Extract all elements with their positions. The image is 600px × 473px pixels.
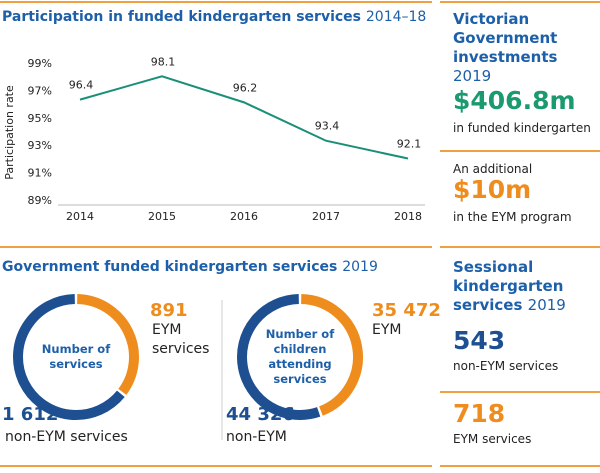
intro: An additional xyxy=(453,162,533,176)
extra-amount: $10m xyxy=(453,175,532,204)
non-eym-label: non-EYM services xyxy=(453,359,559,373)
data-label: 98.1 xyxy=(151,55,176,68)
value-label: 44 326 xyxy=(226,404,295,425)
eym-label: EYM services xyxy=(453,432,532,446)
segment-label: non-EYM xyxy=(226,429,287,445)
y-tick-label: 95% xyxy=(28,112,52,125)
x-tick-label: 2017 xyxy=(312,210,340,223)
y-tick-label: 91% xyxy=(28,167,52,180)
amount-note: in funded kindergarten xyxy=(453,121,591,135)
extra-note: in the EYM program xyxy=(453,210,572,224)
data-label: 93.4 xyxy=(315,120,340,133)
y-tick-label: 93% xyxy=(28,139,52,152)
eym-count: 718 xyxy=(453,399,506,428)
investments-title: Victorian Government investments 2019 xyxy=(453,10,558,85)
donut-segment xyxy=(13,294,125,420)
sessional-title: Sessional kindergarten services 2019 xyxy=(453,258,566,314)
y-axis-label: Participation rate xyxy=(3,85,16,180)
x-tick-label: 2014 xyxy=(66,210,94,223)
section-title: Government funded kindergarten services … xyxy=(2,259,378,275)
x-tick-label: 2015 xyxy=(148,210,176,223)
y-tick-label: 89% xyxy=(28,194,52,207)
y-tick-label: 99% xyxy=(28,57,52,70)
segment-label: EYM services xyxy=(152,322,210,357)
amount: $406.8m xyxy=(453,86,576,115)
value-label: 891 xyxy=(150,300,188,321)
data-label: 96.4 xyxy=(69,79,94,92)
segment-label: EYM xyxy=(372,322,402,338)
line xyxy=(79,75,409,160)
donut-segment xyxy=(76,294,139,395)
center-label: Number of services xyxy=(41,342,111,371)
data-label: 92.1 xyxy=(397,138,422,151)
center-label: Number of children attending services xyxy=(265,327,335,386)
value-label: 35 472 xyxy=(372,300,441,321)
x-tick-label: 2018 xyxy=(394,210,422,223)
chart-title: Participation in funded kindergarten ser… xyxy=(2,9,427,25)
donut-segment xyxy=(237,294,321,420)
donut-segment xyxy=(300,294,363,416)
x-tick-label: 2016 xyxy=(230,210,258,223)
y-tick-label: 97% xyxy=(28,84,52,97)
segment-label: non-EYM services xyxy=(5,429,128,445)
non-eym-count: 543 xyxy=(453,326,506,355)
data-label: 96.2 xyxy=(233,81,258,94)
value-label: 1 612 xyxy=(2,404,59,425)
